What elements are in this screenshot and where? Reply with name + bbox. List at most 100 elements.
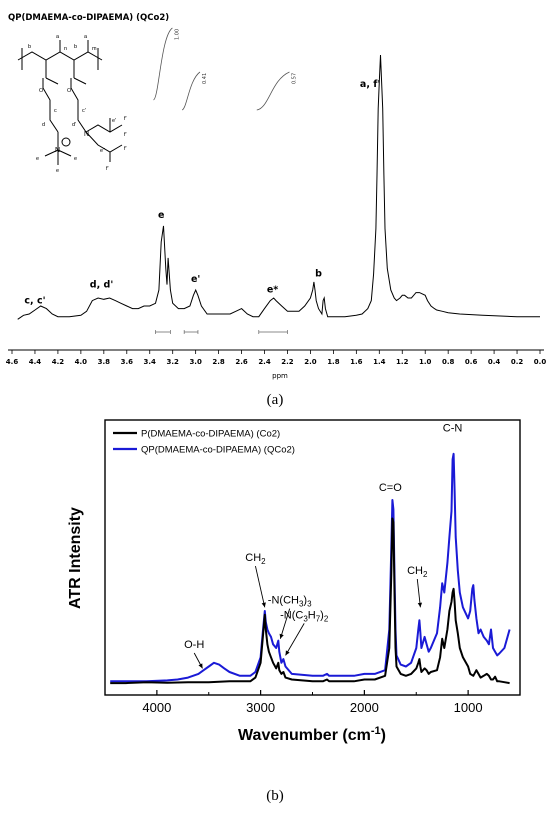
ir-panel: 4000 3000 2000 1000 P(DMAEMA-co-DIPAEMA) (C… bbox=[67, 419, 521, 804]
ir-tick-label: 2000 bbox=[350, 700, 379, 715]
label-d: d bbox=[42, 122, 45, 128]
nmr-tick-label: 3.6 bbox=[121, 358, 134, 366]
integral-range bbox=[155, 330, 171, 334]
ir-annotation: C=O bbox=[379, 482, 402, 494]
nmr-peak-label: b bbox=[315, 269, 322, 280]
integral-curve bbox=[153, 27, 173, 101]
nmr-tick-label: 0.8 bbox=[442, 358, 455, 366]
structure-labels: b a n a m b O O c c' d d' N N e e e e' e… bbox=[28, 34, 127, 174]
nmr-tick-label: 2.8 bbox=[212, 358, 225, 366]
nmr-tick-label: 4.0 bbox=[75, 358, 88, 366]
label-e1: e bbox=[36, 156, 39, 162]
nmr-tick-label: 1.8 bbox=[327, 358, 340, 366]
nmr-tick-label: 2.4 bbox=[258, 358, 271, 366]
label-f3: f' bbox=[124, 146, 127, 152]
label-d-prime: d' bbox=[72, 122, 76, 128]
nmr-tick-label: 3.4 bbox=[144, 358, 157, 366]
ir-annotation-arrowhead bbox=[261, 602, 266, 608]
nmr-tick-label: 4.4 bbox=[29, 358, 42, 366]
integral-curve bbox=[256, 71, 290, 111]
nmr-tick-label: 2.6 bbox=[235, 358, 248, 366]
chemical-structure bbox=[17, 40, 123, 165]
nmr-panel: QP(DMAEMA-co-DIPAEMA) (QCo2) b a n a m b… bbox=[6, 13, 547, 408]
ir-plot bbox=[110, 452, 511, 685]
label-a: a bbox=[56, 34, 60, 40]
nmr-peak-labels: c, c' d, d' e e' e* b a, f' bbox=[24, 79, 380, 306]
integral-range bbox=[183, 330, 199, 334]
ir-xlabel-sup: -1 bbox=[371, 725, 381, 737]
nmr-spectrum-line bbox=[17, 54, 540, 320]
label-c: c bbox=[54, 108, 57, 114]
label-e2: e bbox=[74, 156, 77, 162]
ir-tick-label: 3000 bbox=[246, 700, 275, 715]
nmr-xlabel: ppm bbox=[272, 372, 288, 380]
ir-xlabel: Wavenumber (cm-1) bbox=[238, 725, 386, 744]
panel-b-caption: (b) bbox=[266, 788, 284, 804]
ir-annotation-arrow bbox=[279, 608, 291, 639]
integral-value: 0.41 bbox=[202, 73, 208, 84]
nmr-plot bbox=[17, 54, 540, 320]
nmr-tick-label: 1.6 bbox=[350, 358, 363, 366]
label-b2: b bbox=[74, 44, 77, 50]
ir-annotation-arrowhead bbox=[285, 650, 290, 656]
ir-ylabel: ATR Intensity bbox=[67, 507, 84, 609]
label-e-prime: e' bbox=[112, 118, 116, 124]
label-b: b bbox=[28, 44, 31, 50]
nmr-tick-label: 3.2 bbox=[166, 358, 179, 366]
ir-tick-label: 1000 bbox=[454, 700, 483, 715]
ir-annotation: C-N bbox=[443, 423, 463, 435]
label-n-atom: N bbox=[84, 131, 89, 138]
label-f1: f' bbox=[124, 116, 127, 122]
nmr-peak-label: d, d' bbox=[90, 279, 113, 290]
nmr-tick-label: 4.2 bbox=[52, 358, 65, 366]
ir-annotation-arrowhead bbox=[279, 633, 284, 639]
nmr-peak-label: e* bbox=[267, 285, 278, 296]
nmr-tick-label: 0.0 bbox=[534, 358, 547, 366]
nmr-tick-label: 1.4 bbox=[373, 358, 386, 366]
ir-annotation-arrowhead bbox=[417, 602, 423, 608]
nmr-tick-label: 3.8 bbox=[98, 358, 111, 366]
integral-range bbox=[258, 330, 288, 334]
label-e-double: e'' bbox=[100, 148, 105, 154]
nmr-tick-label: 0.4 bbox=[488, 358, 501, 366]
ir-annotation-arrowhead bbox=[198, 663, 203, 669]
nmr-title: QP(DMAEMA-co-DIPAEMA) (QCo2) bbox=[8, 13, 169, 23]
label-o1: O bbox=[39, 88, 44, 94]
label-n-plus: N bbox=[55, 147, 60, 154]
nmr-tick-label: 1.0 bbox=[419, 358, 432, 366]
ir-annotation: -N(C3H7)2 bbox=[280, 609, 329, 623]
label-o2: O bbox=[67, 88, 72, 94]
nmr-tick-label: 2.0 bbox=[304, 358, 317, 366]
ir-annotation: CH2 bbox=[407, 565, 428, 579]
ir-xlabel-main: Wavenumber (cm bbox=[238, 727, 371, 744]
ir-annotation: CH2 bbox=[245, 552, 266, 566]
ir-annotation-arrow bbox=[285, 623, 305, 656]
nmr-peak-label: e' bbox=[191, 274, 200, 285]
ir-xlabel-end: ) bbox=[381, 727, 386, 744]
ir-annotations: O-H CH2 -N(CH3)3-N(C3H7)2 C=O CH2 C-N bbox=[184, 423, 462, 669]
ir-tick-label: 4000 bbox=[142, 700, 171, 715]
label-f4: f' bbox=[106, 166, 109, 172]
nmr-peak-label: c, c' bbox=[24, 295, 45, 306]
ir-annotation-arrow bbox=[416, 578, 421, 608]
ir-annotation: -N(CH3)3 bbox=[268, 595, 312, 609]
nmr-x-axis: 4.6 4.4 4.2 4.0 3.8 3.6 3.4 3.2 3.0 2.8 2.6 2.4 2.2 2… bbox=[6, 349, 547, 366]
label-e3: e bbox=[56, 168, 59, 174]
nmr-tick-label: 4.6 bbox=[6, 358, 19, 366]
integral-value: 1.00 bbox=[174, 29, 180, 40]
nmr-tick-label: 2.2 bbox=[281, 358, 294, 366]
nmr-peak-label: a, f' bbox=[360, 79, 380, 90]
label-a2: a bbox=[84, 34, 88, 40]
label-c-prime: c' bbox=[82, 108, 86, 114]
nmr-tick-label: 3.0 bbox=[189, 358, 202, 366]
ir-series-qco2 bbox=[110, 452, 511, 683]
legend-label-qco2: QP(DMAEMA-co-DIPAEMA) (QCo2) bbox=[141, 445, 295, 456]
ir-x-axis: 4000 3000 2000 1000 bbox=[104, 690, 521, 715]
ir-series-co2 bbox=[110, 517, 510, 685]
nmr-tick-label: 0.2 bbox=[511, 358, 524, 366]
nmr-integrals: 1.00 0.41 0.57 bbox=[153, 27, 297, 334]
label-n: n bbox=[64, 46, 67, 52]
integral-value: 0.57 bbox=[291, 73, 297, 84]
